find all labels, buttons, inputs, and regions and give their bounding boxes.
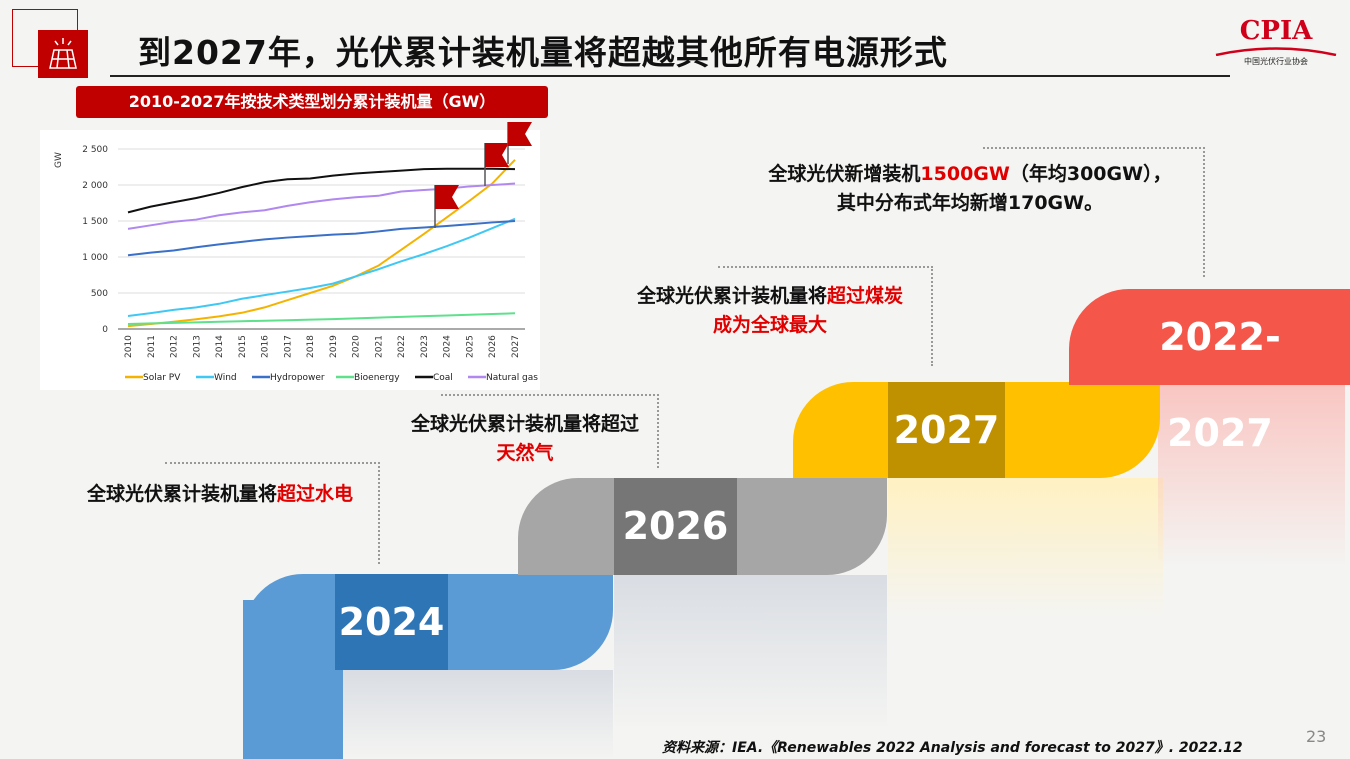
fade-2022-2027 [1158, 385, 1345, 567]
x-tick-label: 2022 [397, 335, 407, 358]
connector-2027 [718, 266, 933, 366]
x-tick-label: 2017 [283, 335, 293, 358]
chart-background [40, 130, 540, 390]
series-line-wind [127, 217, 516, 318]
year-box-2024: 2024 [335, 574, 448, 670]
y-tick-label: 0 [102, 325, 108, 335]
year-box-2026: 2026 [614, 478, 737, 575]
legend-label: Wind [214, 373, 237, 383]
y-tick-label: 500 [91, 289, 108, 299]
x-tick-label: 2019 [329, 335, 339, 358]
legend-label: Natural gas [486, 373, 538, 383]
x-tick-label: 2023 [420, 335, 430, 358]
note-2027: 全球光伏累计装机量将超过煤炭 成为全球最大 [636, 285, 904, 336]
x-tick-label: 2024 [443, 335, 453, 358]
title-divider [110, 75, 1230, 77]
series-line-hydropower [127, 220, 516, 257]
flag-icon [485, 143, 509, 167]
x-tick-label: 2014 [215, 335, 225, 358]
x-tick-label: 2011 [147, 335, 157, 358]
series-line-solar-pv [127, 159, 516, 328]
x-tick-label: 2020 [352, 335, 362, 358]
y-axis-label: GW [54, 152, 64, 168]
connector-2024 [165, 462, 380, 564]
solar-panel-icon [38, 30, 88, 78]
series-line-coal [127, 167, 516, 214]
legend-label: Coal [433, 373, 453, 383]
x-tick-label: 2026 [488, 335, 498, 358]
y-tick-label: 2 000 [82, 181, 108, 191]
x-tick-label: 2012 [170, 335, 180, 358]
fade-2027 [888, 478, 1163, 618]
flag-icon [435, 185, 459, 209]
source-citation: 资料来源：IEA.《Renewables 2022 Analysis and f… [662, 740, 1243, 756]
y-tick-label: 1 500 [82, 217, 108, 227]
page-title: 到2027年，光伏累计装机量将超越其他所有电源形式 [138, 33, 948, 72]
legend-label: Bioenergy [354, 373, 400, 383]
note-2022-2027: 全球光伏新增装机1500GW（年均300GW）， 其中分布式年均新增170GW。 [768, 163, 1172, 214]
x-tick-label: 2010 [124, 335, 134, 358]
cpia-logo: CPIA 中国光伏行业协会 [1214, 10, 1338, 72]
y-tick-label: 1 000 [82, 253, 108, 263]
x-tick-label: 2021 [374, 335, 384, 358]
x-tick-label: 2018 [306, 335, 316, 358]
note-2024: 全球光伏累计装机量将超过水电 [86, 483, 354, 505]
series-line-bioenergy [127, 312, 516, 325]
x-tick-label: 2015 [238, 335, 248, 358]
connector-2022-2027 [983, 147, 1205, 277]
note-2026: 全球光伏累计装机量将超过 天然气 [410, 413, 639, 464]
fade-2024 [343, 670, 613, 759]
band-2022-2027 [1069, 289, 1350, 385]
x-tick-label: 2027 [511, 335, 521, 358]
fade-2026 [614, 575, 887, 730]
legend-label: Hydropower [270, 373, 325, 383]
x-tick-label: 2013 [192, 335, 202, 358]
y-tick-label: 2 500 [82, 145, 108, 155]
connector-2026 [441, 394, 659, 468]
flag-icon [508, 122, 532, 146]
page-number: 23 [1306, 727, 1327, 746]
chart-title-banner: 2010-2027年按技术类型划分累计装机量（GW） [76, 86, 548, 118]
x-tick-label: 2025 [465, 335, 475, 358]
legend-label: Solar PV [143, 373, 181, 383]
capacity-line-chart: 0 500 1 000 1 500 2 000 2 500 GW 2010 2011 2012 20… [54, 122, 538, 383]
x-tick-label: 2016 [261, 335, 271, 358]
year-box-2027: 2027 [888, 382, 1005, 478]
year-label-2022-2027: 2022-2027 [1159, 315, 1281, 455]
